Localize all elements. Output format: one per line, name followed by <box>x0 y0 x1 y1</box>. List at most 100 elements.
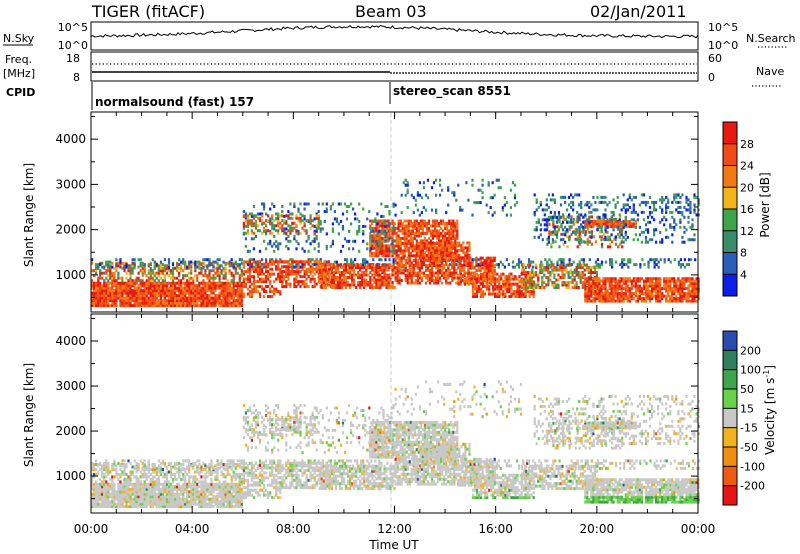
power-cell <box>230 289 233 293</box>
power-cell <box>494 272 497 276</box>
power-cell <box>504 285 507 289</box>
power-cell <box>171 299 175 303</box>
nsky-tick-bottom: 10^0 <box>58 39 88 52</box>
power-cell <box>663 258 666 262</box>
power-cell <box>659 258 662 262</box>
power-cell <box>379 236 382 240</box>
power-cell <box>281 260 284 264</box>
power-cell <box>626 284 629 288</box>
power-cell <box>638 233 641 237</box>
power-cell <box>246 260 249 264</box>
power-cell <box>244 214 247 218</box>
power-cell <box>340 271 344 274</box>
power-cell <box>101 291 104 295</box>
power-cell <box>589 266 592 270</box>
power-cell <box>442 222 445 225</box>
power-cell <box>113 284 116 288</box>
power-cell <box>594 297 597 301</box>
power-cell <box>385 276 388 279</box>
power-cell <box>600 284 603 288</box>
power-cell <box>198 289 201 293</box>
power-cell <box>105 301 108 305</box>
power-cell <box>421 219 424 223</box>
power-cell <box>414 264 417 267</box>
power-cell <box>502 282 505 286</box>
power-cell <box>359 276 362 279</box>
power-cell <box>465 271 468 275</box>
power-cell <box>539 266 542 270</box>
power-cell <box>375 268 378 272</box>
power-cell <box>486 282 489 286</box>
power-cell <box>651 287 654 291</box>
power-cell <box>214 289 217 293</box>
power-cell <box>265 267 268 271</box>
power-cell <box>592 219 595 223</box>
power-cell <box>357 273 360 277</box>
power-cell <box>171 276 175 280</box>
power-cell <box>602 279 605 283</box>
power-cell <box>103 289 106 293</box>
power-cell <box>176 301 179 305</box>
power-cell <box>184 294 187 298</box>
power-cell <box>297 229 300 233</box>
power-cell <box>397 236 400 240</box>
power-cell <box>137 304 140 308</box>
power-cell <box>577 273 580 277</box>
power-cell <box>275 267 278 271</box>
power-cell <box>501 263 504 267</box>
power-cell <box>659 297 662 301</box>
power-cell <box>149 294 152 298</box>
power-cell <box>673 299 676 303</box>
power-cell <box>171 289 175 293</box>
power-cell <box>210 291 213 295</box>
power-cell <box>551 240 554 244</box>
power-cell <box>107 274 110 278</box>
power-cell <box>697 297 700 301</box>
power-cell <box>293 270 296 274</box>
power-cell <box>610 215 613 219</box>
power-cell <box>93 296 96 300</box>
power-cell <box>426 274 430 277</box>
power-cell <box>228 296 231 300</box>
power-cell <box>192 291 195 295</box>
power-cell <box>421 248 424 252</box>
power-cell <box>222 296 225 300</box>
power-cell <box>414 261 417 265</box>
power-cell <box>557 228 561 232</box>
power-cell <box>318 266 321 270</box>
power-cell <box>323 219 326 223</box>
power-cell <box>403 234 406 238</box>
power-cell <box>208 271 211 275</box>
power-cell <box>505 213 508 217</box>
power-cell <box>232 301 235 305</box>
power-cell <box>415 254 418 258</box>
power-cell <box>394 256 397 260</box>
power-cell <box>626 222 629 226</box>
power-cell <box>403 236 406 240</box>
power-cell <box>220 284 223 288</box>
power-cell <box>533 283 536 287</box>
power-cell <box>218 299 221 303</box>
power-cell <box>123 299 126 303</box>
power-cell <box>320 281 323 284</box>
power-cell <box>109 286 112 290</box>
power-cell <box>303 280 306 284</box>
power-cell <box>131 281 134 285</box>
power-cell <box>147 291 150 295</box>
power-cell <box>214 301 217 305</box>
power-cell <box>384 239 387 243</box>
power-cell <box>208 284 211 288</box>
power-cell <box>159 301 162 305</box>
power-cell <box>367 281 370 284</box>
power-cell <box>119 296 122 300</box>
power-cell <box>442 236 445 240</box>
power-cell <box>437 279 440 282</box>
power-cell <box>206 276 209 280</box>
power-cell <box>639 265 642 269</box>
power-cell <box>547 276 550 279</box>
power-cell <box>188 299 191 303</box>
power-cell <box>129 289 132 293</box>
power-cell <box>646 279 650 283</box>
power-cell <box>210 299 213 303</box>
power-cell <box>661 294 664 298</box>
